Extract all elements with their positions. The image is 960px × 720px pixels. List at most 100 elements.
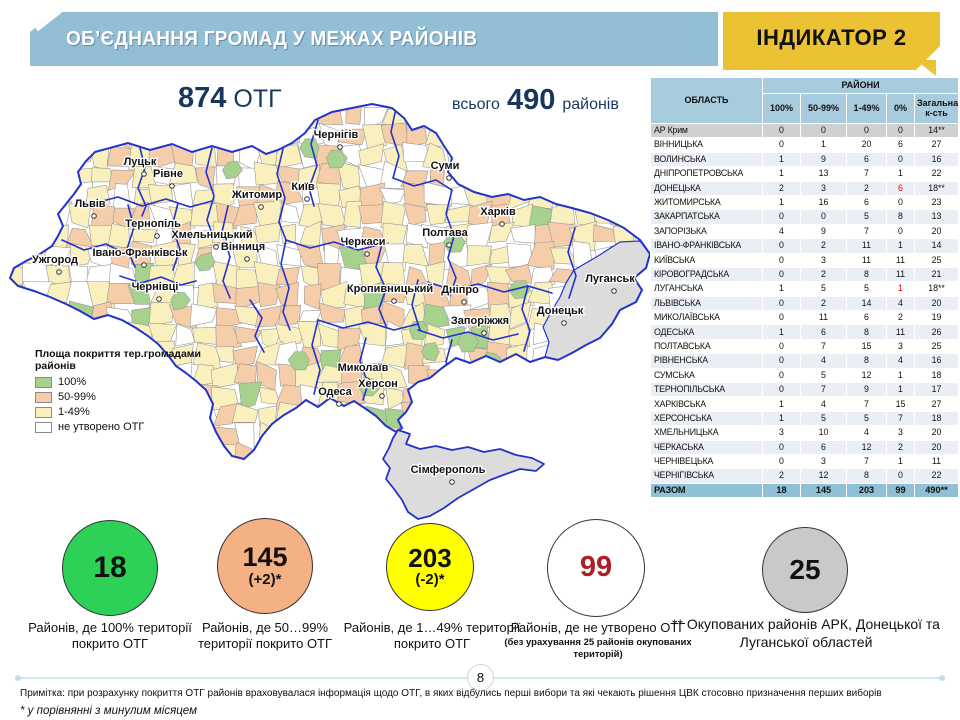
total-prefix: всього	[452, 96, 500, 113]
region-name: ЗАПОРІЗЬКА	[650, 223, 763, 240]
divider-dot-left	[15, 675, 21, 681]
city-marker	[446, 242, 452, 248]
region-value: 4	[800, 396, 847, 412]
city-marker	[481, 330, 487, 336]
city-label: Одеса	[318, 386, 352, 398]
region-name: КИЇВСЬКА	[650, 252, 763, 268]
regions-table: ОБЛАСТЬ РАЙОНИ 100% 50-99% 1-49% 0% Загальна…	[650, 77, 960, 499]
circle-delta: (+2)*	[248, 570, 282, 588]
column-header-group: РАЙОНИ	[761, 77, 960, 94]
region-value: 0	[762, 382, 801, 398]
region-value: 2	[762, 468, 801, 484]
column-header: 0%	[886, 93, 915, 124]
region-name: ОДЕСЬКА	[650, 324, 763, 340]
region-value: 1	[886, 166, 915, 182]
region-value: 3	[800, 453, 847, 470]
city-label: Хмельницький	[171, 229, 252, 241]
city-label: Ужгород	[32, 254, 78, 266]
otg-value: 874	[178, 82, 227, 114]
city-label: Івано-Франківськ	[92, 247, 188, 259]
region-value: 8	[886, 209, 915, 225]
city-marker	[336, 401, 342, 407]
table-row: КИЇВСЬКА 0 3 11 11 25	[650, 252, 960, 268]
circle-caption: Районів, де 50…99% території покрито ОТГ	[177, 620, 353, 653]
region-value: 0	[886, 223, 915, 240]
region-value: 1	[762, 396, 801, 412]
column-header: 100%	[762, 93, 801, 124]
region-value: 7	[846, 223, 887, 240]
region-value: 2	[846, 180, 887, 196]
column-header: Загальна к-сть	[913, 93, 960, 124]
table-row: ХМЕЛЬНИЦЬКА 3 10 4 3 20	[650, 425, 960, 441]
region-value: 11	[913, 453, 960, 470]
column-header: 50-99%	[800, 93, 847, 124]
district-total: всього 490 районів	[452, 84, 619, 117]
table-row: РАЗОМ 18 145 203 99 490**	[650, 482, 960, 499]
table-row: ТЕРНОПІЛЬСЬКА 0 7 9 1 17	[650, 382, 960, 398]
region-value: 21	[913, 266, 960, 283]
city-label: Вінниця	[221, 241, 265, 253]
city-marker	[379, 393, 385, 399]
otg-count: 874 ОТГ	[178, 82, 282, 115]
region-value: 490**	[913, 482, 960, 499]
region-value: 14	[846, 295, 887, 312]
region-value: 20	[913, 295, 960, 312]
region-value: 0	[762, 252, 801, 268]
region-value: 27	[913, 396, 960, 412]
city-marker	[244, 256, 250, 262]
region-value: 18	[913, 367, 960, 384]
city-marker	[154, 233, 160, 239]
region-value: 4	[800, 353, 847, 369]
table-row: СУМСЬКА 0 5 12 1 18	[650, 367, 960, 384]
title-banner: ОБ’ЄДНАННЯ ГРОМАД У МЕЖАХ РАЙОНІВ	[30, 12, 718, 66]
region-value: 7	[846, 453, 887, 470]
region-value: 5	[846, 410, 887, 427]
region-value: 8	[846, 353, 887, 369]
region-value: 12	[846, 439, 887, 455]
table-row: ЧЕРНІВЕЦЬКА 0 3 7 1 11	[650, 453, 960, 470]
city-marker	[364, 251, 370, 257]
city-marker	[213, 244, 219, 250]
region-value: 2	[800, 266, 847, 283]
city-marker	[461, 299, 467, 305]
region-name: ХЕРСОНСЬКА	[650, 410, 763, 427]
city-marker	[156, 296, 162, 302]
region-value: 1	[886, 367, 915, 384]
region-value: 22	[913, 468, 960, 484]
region-value: 8	[846, 266, 887, 283]
legend-label: 100%	[58, 376, 87, 388]
city-label: Дніпро	[441, 284, 479, 296]
region-value: 6	[846, 194, 887, 211]
caption-subtext: (без урахування 25 районів окупованих те…	[504, 637, 692, 660]
region-value: 20	[913, 439, 960, 455]
region-value: 0	[762, 137, 801, 153]
city-label: Львів	[74, 198, 105, 210]
region-value: 0	[762, 209, 801, 225]
region-value: 9	[846, 382, 887, 398]
page-number: 8	[467, 664, 494, 691]
table-row: РІВНЕНСЬКА 0 4 8 4 16	[650, 353, 960, 369]
region-name: ІВАНО-ФРАНКІВСЬКА	[650, 238, 763, 254]
region-value: 3	[800, 180, 847, 196]
region-name: ЧЕРКАСЬКА	[650, 439, 763, 455]
oblast-borders	[61, 107, 577, 405]
region-value: 7	[800, 382, 847, 398]
region-value: 15	[846, 338, 887, 355]
region-value: 13	[800, 166, 847, 182]
region-value: 18	[913, 410, 960, 427]
region-value: 1	[886, 453, 915, 470]
region-value: 12	[846, 367, 887, 384]
region-value: 0	[762, 295, 801, 312]
city-marker	[304, 196, 310, 202]
region-value: 5	[846, 281, 887, 297]
region-value: 8	[846, 468, 887, 484]
caption-text: Районів, де 100% території покрито ОТГ	[28, 620, 192, 652]
caption-text: Районів, де 50…99% території покрито ОТГ	[197, 620, 333, 652]
region-value: 23	[913, 194, 960, 211]
region-value: 145	[800, 482, 847, 499]
column-header-region: ОБЛАСТЬ	[650, 77, 763, 124]
city-marker	[446, 175, 452, 181]
city-label: Запоріжжя	[451, 315, 509, 327]
city-label: Тернопіль	[125, 218, 181, 230]
region-value: 7	[846, 166, 887, 182]
